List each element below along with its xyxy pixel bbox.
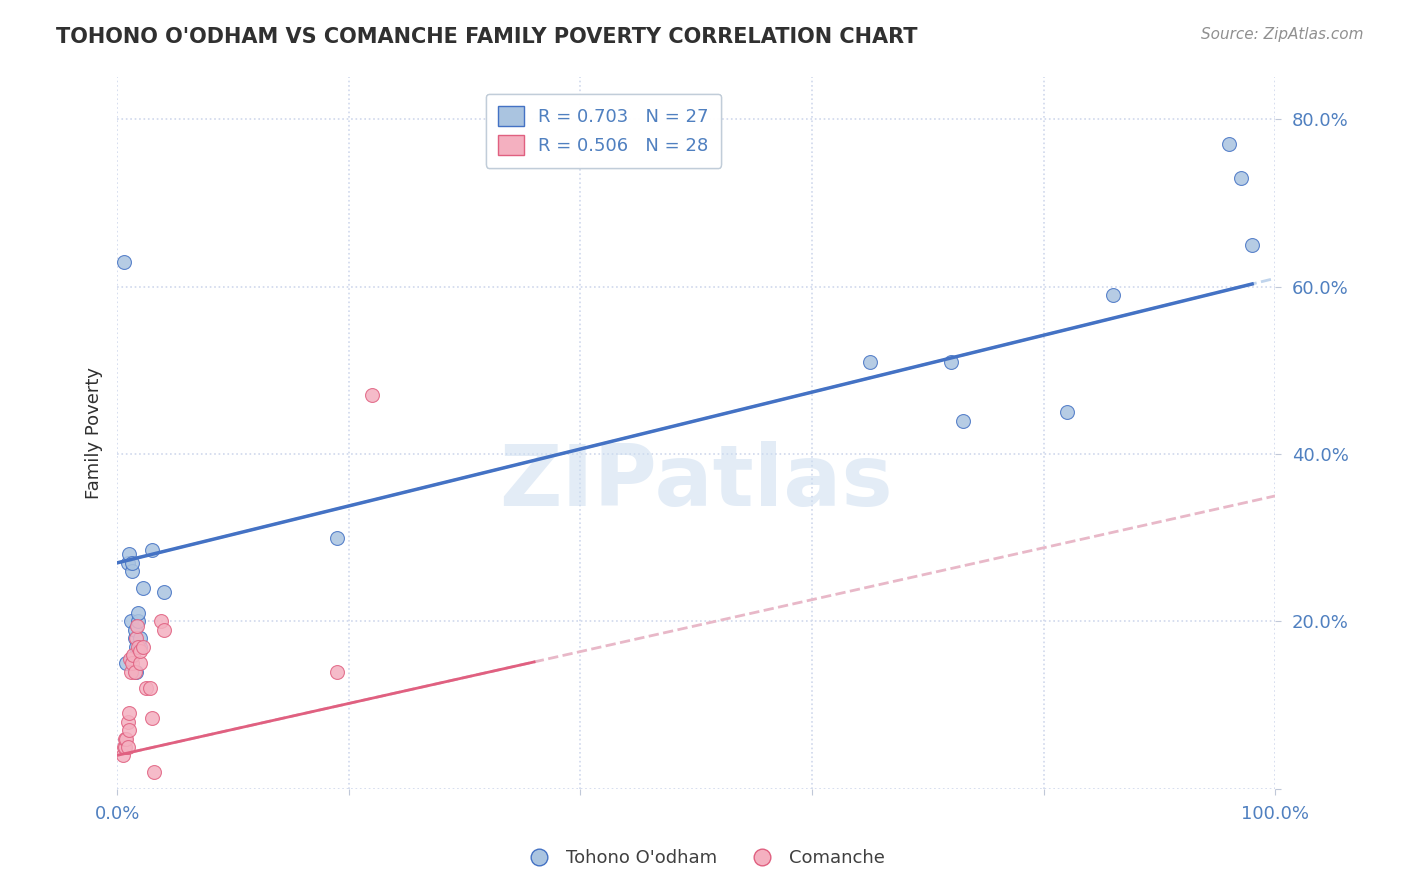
Point [1241,237,1264,252]
Point [129,631,152,645]
Point [118,548,141,562]
Point [124,623,146,637]
Point [118,723,141,738]
Point [118,652,141,666]
Point [135,681,157,696]
Point [117,739,139,754]
Point [115,657,138,671]
Point [114,739,136,754]
Point [120,615,142,629]
Point [952,413,974,427]
Point [118,706,141,721]
Legend: R = 0.703   N = 27, R = 0.506   N = 28: R = 0.703 N = 27, R = 0.506 N = 28 [486,94,721,168]
Point [127,606,149,620]
Point [120,665,142,679]
Point [121,657,143,671]
Point [117,714,139,729]
Point [114,731,136,746]
Point [125,665,148,679]
Point [326,665,349,679]
Point [939,355,962,369]
Point [859,355,882,369]
Point [111,748,134,763]
Text: TOHONO O'ODHAM VS COMANCHE FAMILY POVERTY CORRELATION CHART: TOHONO O'ODHAM VS COMANCHE FAMILY POVERT… [56,27,918,46]
Point [1218,137,1240,152]
Point [150,615,173,629]
Text: Source: ZipAtlas.com: Source: ZipAtlas.com [1201,27,1364,42]
Point [1102,288,1125,302]
Point [141,543,163,558]
Point [1056,405,1078,419]
Point [121,556,143,570]
Point [125,631,148,645]
Point [124,665,146,679]
Point [131,640,153,654]
Point [143,765,166,780]
Point [361,388,384,402]
Legend: Tohono O'odham, Comanche: Tohono O'odham, Comanche [513,842,893,874]
Point [152,623,174,637]
Point [125,618,148,632]
Point [121,564,143,578]
Point [1229,170,1251,185]
Point [117,556,139,570]
Point [127,640,149,654]
Point [125,640,148,654]
Text: ZIPatlas: ZIPatlas [499,442,893,524]
Y-axis label: Family Poverty: Family Poverty [86,368,103,500]
Point [152,585,174,599]
Point [115,731,138,746]
Point [141,711,163,725]
Point [127,615,149,629]
Point [131,581,153,595]
Point [124,631,146,645]
Point [326,531,349,545]
Point [129,640,152,654]
Point [138,681,160,696]
Point [112,254,135,268]
Point [129,644,152,658]
Point [112,739,135,754]
Point [122,648,145,662]
Point [129,657,152,671]
